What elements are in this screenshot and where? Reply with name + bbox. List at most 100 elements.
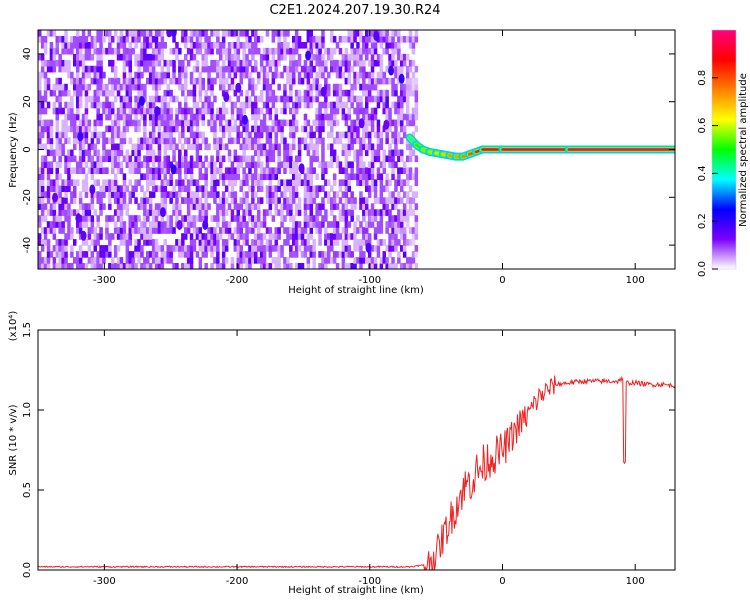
heatmap-cell-167 [55, 143, 59, 151]
heatmap-cell-83 [46, 257, 51, 264]
heatmap-cell-2744 [344, 47, 349, 55]
heatmap-cell-1277 [178, 179, 182, 186]
heatmap-cell-450 [84, 36, 89, 43]
heatmap-blob-2 [52, 192, 58, 203]
heatmap-cell-3074 [382, 239, 386, 246]
heatmap-cell-136 [52, 215, 57, 222]
heatmap-cell-2909 [362, 36, 366, 43]
heatmap-cell-467 [87, 65, 92, 73]
heatmap-cell-720 [116, 89, 121, 97]
heatmap-cell-2784 [350, 143, 354, 151]
heatmap-cell-1046 [151, 125, 156, 133]
heatmap-cell-922 [140, 185, 144, 192]
heatmap-cell-2918 [365, 185, 369, 192]
heatmap-cell-53 [40, 71, 45, 79]
heatmap-cell-3236 [400, 209, 404, 216]
heatmap-cell-2197 [283, 263, 287, 269]
heatmap-cell-3274 [402, 89, 407, 97]
heatmap-cell-149 [52, 59, 57, 67]
heatmap-cell-2200 [283, 227, 287, 234]
heatmap-cell-271 [67, 209, 71, 216]
heatmap-cell-3262 [402, 227, 407, 234]
heatmap-cell-2465 [312, 191, 316, 198]
heatmap-cell-2635 [332, 179, 337, 186]
heatmap-cell-747 [119, 101, 124, 109]
heatmap-cell-466 [87, 71, 92, 79]
heatmap-cell-2573 [324, 95, 328, 103]
heatmap-cell-1735 [230, 179, 235, 186]
heatmap-cell-1924 [251, 179, 255, 186]
heatmap-cell-2930 [365, 95, 369, 103]
heatmap-cell-2312 [294, 227, 299, 234]
heatmap-cell-1035 [151, 209, 156, 216]
heatmap-cell-1830 [239, 30, 243, 37]
heatmap-cell-142 [52, 155, 57, 163]
heatmap-cell-1517 [204, 167, 208, 174]
heatmap-cell-2512 [318, 209, 322, 216]
heatmap-cell-816 [128, 197, 132, 204]
heatmap-cell-1373 [189, 245, 194, 252]
heatmap-cell-524 [96, 251, 100, 258]
heatmap-cell-3305 [408, 263, 413, 269]
heatmap-cell-822 [128, 137, 132, 145]
heatmap-cell-469 [87, 47, 92, 55]
heatmap-cell-31 [40, 257, 45, 264]
heatmap-cell-1141 [160, 65, 165, 73]
heatmap-cell-369 [78, 227, 83, 234]
heatmap-cell-2496 [315, 95, 319, 103]
heatmap-cell-1129 [160, 179, 165, 186]
heatmap-cell-3136 [388, 113, 392, 121]
heatmap-cell-165 [55, 161, 59, 168]
heatmap-cell-1524 [204, 89, 208, 97]
heatmap-cell-1876 [245, 125, 249, 133]
heatmap-cell-2691 [338, 36, 343, 43]
heatmap-cell-2139 [274, 137, 278, 145]
heatmap-cell-3317 [408, 143, 413, 151]
heatmap-cell-2874 [359, 71, 363, 79]
colorbar-ticks: 0.00.20.40.60.8 [697, 70, 718, 277]
heatmap-cell-1513 [204, 191, 208, 198]
heatmap-cell-2608 [330, 185, 334, 192]
heatmap-cell-1999 [259, 263, 264, 269]
heatmap-cell-1065 [154, 227, 159, 234]
heatmap-cell-1789 [236, 155, 240, 163]
heatmap-cell-3158 [391, 155, 395, 163]
heatmap-cell-1613 [216, 191, 220, 198]
heatmap-cell-1064 [154, 239, 159, 246]
heatmap-cell-2186 [280, 137, 284, 145]
heatmap-cell-2823 [353, 36, 357, 43]
heatmap-cell-1351 [186, 221, 191, 228]
heatmap-cell-91 [46, 191, 51, 198]
heatmap-cell-956 [143, 125, 147, 133]
heatmap-cell-470 [87, 42, 92, 49]
heatmap-cell-780 [122, 47, 127, 55]
heatmap-cell-3092 [382, 30, 386, 37]
heatmap-cell-2138 [274, 143, 278, 151]
heatmap-cell-592 [102, 143, 106, 151]
heatmap-cell-1162 [163, 149, 167, 157]
heatmap-cell-1979 [257, 209, 261, 216]
heatmap-cell-1732 [230, 197, 235, 204]
heatmap-cell-3348 [411, 59, 416, 67]
heatmap-cell-1931 [251, 113, 255, 121]
heatmap-cell-1280 [178, 161, 182, 168]
heatmap-cell-2872 [359, 95, 363, 103]
heatmap-cell-24 [38, 83, 42, 91]
heatmap-cell-2090 [268, 137, 273, 145]
heatmap-cell-261 [64, 59, 68, 67]
heatmap-cell-2199 [283, 239, 287, 246]
heatmap-cell-239 [64, 245, 68, 252]
heatmap-cell-2032 [262, 173, 267, 180]
heatmap-cell-584 [102, 245, 106, 252]
heatmap-cell-303 [70, 125, 74, 133]
heatmap-cell-1888 [248, 263, 252, 269]
heatmap-cell-195 [58, 161, 62, 168]
heatmap-cell-1464 [198, 161, 203, 168]
heatmap-cell-2575 [324, 83, 328, 91]
heatmap-cell-1656 [221, 239, 226, 246]
heatmap-cell-1507 [204, 233, 208, 240]
heatmap-cell-2880 [359, 30, 363, 37]
heatmap-cell-387 [78, 83, 83, 91]
heatmap-cell-1774 [233, 30, 238, 37]
heatmap-cell-1381 [189, 179, 194, 186]
